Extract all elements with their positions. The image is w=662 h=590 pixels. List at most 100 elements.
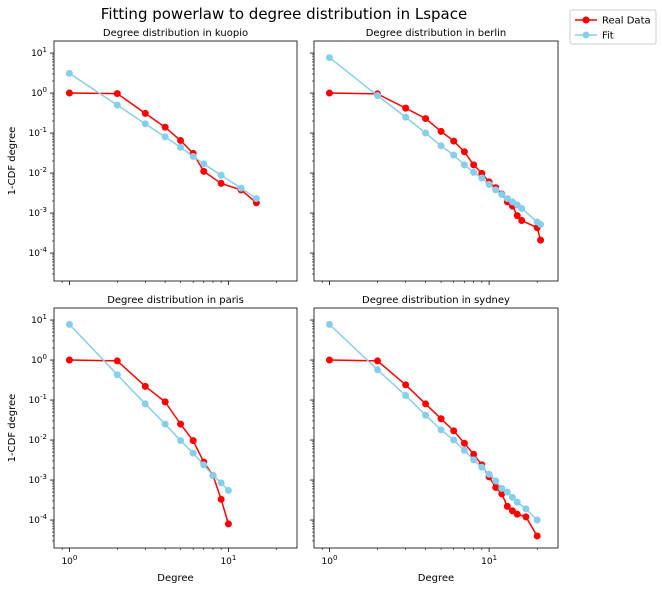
data-point-real <box>518 217 526 225</box>
data-point-real <box>189 437 197 445</box>
x-tick-label: 101 <box>481 554 497 567</box>
data-point-fit <box>522 505 530 513</box>
data-point-real <box>200 167 208 175</box>
data-point-fit <box>325 54 333 62</box>
data-point-fit <box>224 486 232 494</box>
series-line-real <box>69 92 257 204</box>
data-point-fit <box>478 174 486 182</box>
data-point-fit <box>485 470 493 478</box>
data-point-real <box>113 90 121 98</box>
subplot-title: Degree distribution in kuopio <box>103 28 248 39</box>
data-point-real <box>374 357 382 365</box>
data-point-real <box>513 212 521 220</box>
data-point-real <box>402 104 410 112</box>
data-point-real <box>450 137 458 145</box>
data-point-fit <box>177 437 185 445</box>
data-point-real <box>460 439 468 447</box>
data-point-fit <box>65 320 73 328</box>
legend-real-marker <box>582 16 590 24</box>
data-point-fit <box>113 101 121 109</box>
data-point-fit <box>492 477 500 485</box>
data-point-fit <box>503 195 511 203</box>
data-point-real <box>513 510 521 518</box>
data-point-fit <box>374 366 382 374</box>
data-point-real <box>492 484 500 492</box>
data-point-fit <box>450 151 458 159</box>
data-point-fit <box>209 471 217 479</box>
data-point-real <box>161 398 169 406</box>
data-point-fit <box>177 143 185 151</box>
data-point-real <box>450 427 458 435</box>
data-point-real <box>325 356 333 364</box>
data-point-real <box>498 490 506 498</box>
data-point-real <box>422 115 430 123</box>
data-point-real <box>177 420 185 428</box>
data-point-fit <box>402 113 410 121</box>
subplot-2: Degree distribution in berlin <box>310 28 559 285</box>
x-axis-label: Degree <box>157 573 193 584</box>
data-point-fit <box>161 133 169 141</box>
data-point-fit <box>161 420 169 428</box>
data-point-real <box>437 127 445 135</box>
data-point-real <box>224 520 232 528</box>
data-point-real <box>113 357 121 365</box>
y-axis-label: 1-CDF degree <box>7 127 18 196</box>
data-point-real <box>470 450 478 458</box>
data-point-real <box>402 381 410 389</box>
data-point-fit <box>450 436 458 444</box>
data-point-fit <box>141 120 149 128</box>
data-point-fit <box>65 69 73 77</box>
data-point-real <box>460 148 468 156</box>
data-point-fit <box>470 456 478 464</box>
data-point-real <box>65 89 73 97</box>
data-point-fit <box>422 129 430 137</box>
plot-frame <box>53 40 298 282</box>
data-point-fit <box>141 400 149 408</box>
series-line-real <box>329 92 542 241</box>
subplot-title: Degree distribution in sydney <box>362 295 510 306</box>
data-point-real <box>177 137 185 145</box>
data-point-real <box>522 513 530 521</box>
series-line-real <box>69 359 230 525</box>
data-point-real <box>470 161 478 169</box>
data-point-real <box>533 532 541 540</box>
legend-fit-marker <box>582 31 590 39</box>
data-point-fit <box>217 479 225 487</box>
y-tick-label: 10-1 <box>29 393 47 406</box>
data-point-fit <box>189 152 197 160</box>
subplot-title: Degree distribution in berlin <box>366 28 507 39</box>
y-tick-label: 10-4 <box>29 513 48 526</box>
data-point-real <box>217 179 225 187</box>
y-tick-label: 10-3 <box>29 473 47 486</box>
x-tick-label: 101 <box>220 554 236 567</box>
data-point-real <box>422 400 430 408</box>
data-point-fit <box>422 411 430 419</box>
data-point-fit <box>518 204 526 212</box>
y-tick-label: 10-4 <box>29 246 48 259</box>
data-point-fit <box>460 446 468 454</box>
subplot-title: Degree distribution in paris <box>107 295 244 306</box>
data-point-fit <box>513 498 521 506</box>
y-tick-label: 10-3 <box>29 206 47 219</box>
x-tick-label: 100 <box>61 554 77 567</box>
data-point-fit <box>460 161 468 169</box>
data-point-fit <box>189 449 197 457</box>
subplot-3: Degree distribution in paris 101 100 10-1 10… <box>7 295 298 584</box>
data-point-fit <box>533 516 541 524</box>
data-point-fit <box>508 493 516 501</box>
subplot-4: Degree distribution in sydney 100 101 Degre… <box>310 295 559 584</box>
legend-fit-label: Fit <box>602 31 614 42</box>
data-point-real <box>161 123 169 131</box>
data-point-fit <box>485 180 493 188</box>
y-axis-label: 1-CDF degree <box>7 394 18 463</box>
data-point-real <box>141 109 149 117</box>
data-point-real <box>325 89 333 97</box>
data-point-fit <box>237 184 245 192</box>
plot-frame <box>313 40 559 282</box>
y-tick-label: 100 <box>31 86 47 99</box>
data-point-fit <box>374 92 382 100</box>
data-point-fit <box>217 171 225 179</box>
plot-frame <box>53 307 298 549</box>
data-point-fit <box>478 463 486 471</box>
